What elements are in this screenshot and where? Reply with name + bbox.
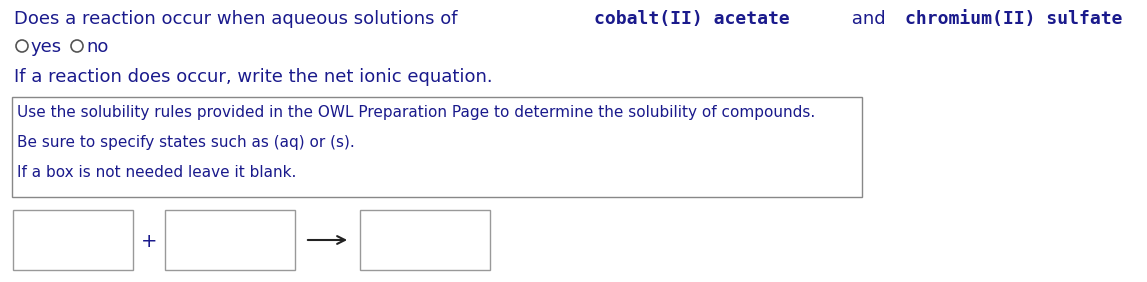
Text: Be sure to specify states such as (aq) or (s).: Be sure to specify states such as (aq) o… xyxy=(17,135,354,150)
Text: +: + xyxy=(141,232,157,251)
Bar xyxy=(11,97,863,197)
Bar xyxy=(165,210,295,270)
Text: chromium(II) sulfate: chromium(II) sulfate xyxy=(905,10,1122,28)
Bar xyxy=(360,210,490,270)
Text: cobalt(II) acetate: cobalt(II) acetate xyxy=(594,10,789,28)
Bar xyxy=(13,210,133,270)
Text: Use the solubility rules provided in the OWL Preparation Page to determine the s: Use the solubility rules provided in the… xyxy=(17,105,816,120)
Text: no: no xyxy=(86,38,108,56)
Text: and: and xyxy=(846,10,891,28)
Text: Does a reaction occur when aqueous solutions of: Does a reaction occur when aqueous solut… xyxy=(14,10,463,28)
Text: If a reaction does occur, write the net ionic equation.: If a reaction does occur, write the net … xyxy=(14,68,492,86)
Text: If a box is not needed leave it blank.: If a box is not needed leave it blank. xyxy=(17,165,296,180)
Text: yes: yes xyxy=(31,38,62,56)
